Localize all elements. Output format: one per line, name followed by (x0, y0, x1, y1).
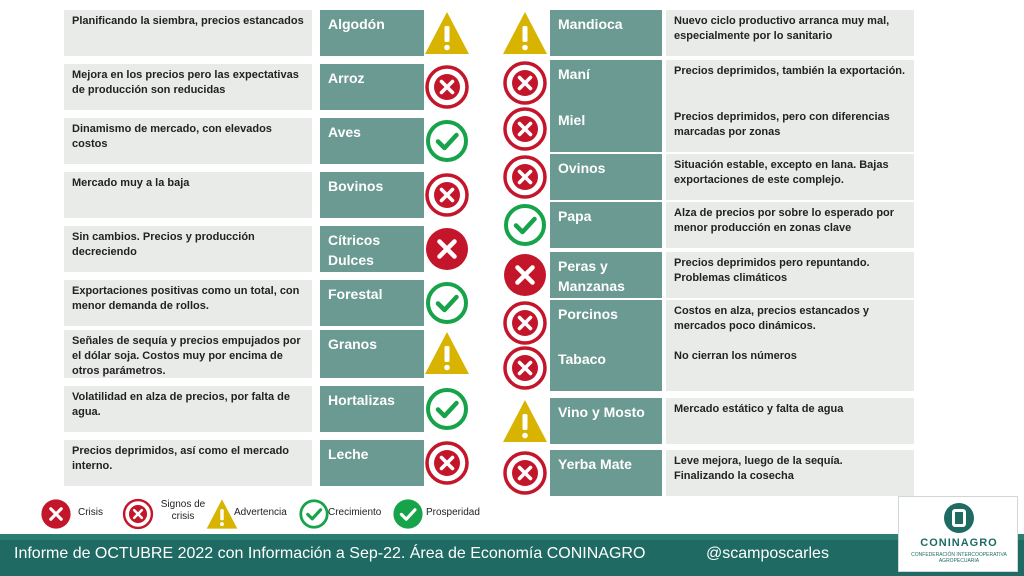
legend-label: Crisis (78, 507, 103, 518)
row-sector-name: Granos (320, 330, 424, 378)
logo-name: CONINAGRO (920, 537, 998, 549)
footer-accent-line (0, 534, 1024, 540)
row-sector-name: Papa (550, 202, 662, 248)
crisis-icon (502, 252, 548, 298)
row-sector-name: Miel (550, 106, 662, 152)
row-sector-name: Porcinos (550, 300, 662, 346)
row-description: Leve mejora, luego de la sequía. Finaliz… (666, 450, 914, 496)
growth-icon (424, 118, 470, 164)
crisis-signs-icon (502, 154, 548, 200)
footer-report-text: Informe de OCTUBRE 2022 con Información … (14, 545, 646, 562)
row-description: Alza de precios por sobre lo esperado po… (666, 202, 914, 248)
row-description: Situación estable, excepto en lana. Baja… (666, 154, 914, 200)
prosperity-icon (392, 497, 424, 529)
crisis-signs-icon (424, 64, 470, 110)
growth-icon (298, 497, 330, 529)
row-description: Planificando la siembra, precios estanca… (64, 10, 312, 56)
row-description: Nuevo ciclo productivo arranca muy mal, … (666, 10, 914, 56)
row-description: Dinamismo de mercado, con elevados costo… (64, 118, 312, 164)
logo-subtitle: CONFEDERACIÓN INTERCOOPERATIVA AGROPECUA… (911, 552, 1007, 564)
row-description: Precios deprimidos, así como el mercado … (64, 440, 312, 486)
row-description: Precios deprimidos pero repuntando. Prob… (666, 252, 914, 298)
crisis-icon (424, 226, 470, 272)
row-sector-name: Peras y Manzanas (550, 252, 662, 298)
row-sector-name: Aves (320, 118, 424, 164)
legend-label: Signos de crisis (160, 499, 206, 522)
warning-icon (502, 10, 548, 56)
row-sector-name: Arroz (320, 64, 424, 110)
growth-icon (424, 280, 470, 326)
row-sector-name: Leche (320, 440, 424, 486)
legend-item-crisis: Crisis (40, 496, 120, 530)
row-description: Mejora en los precios pero las expectati… (64, 64, 312, 110)
row-sector-name: Forestal (320, 280, 424, 326)
coninagro-logo: CONINAGRO CONFEDERACIÓN INTERCOOPERATIVA… (898, 496, 1018, 572)
warning-icon (502, 398, 548, 444)
crisis-signs-icon (502, 60, 548, 106)
row-description: Mercado muy a la baja (64, 172, 312, 218)
row-description: Mercado estático y falta de agua (666, 398, 914, 444)
crisis-signs-icon (122, 497, 154, 530)
legend-label: Advertencia (234, 507, 287, 518)
growth-icon (424, 386, 470, 432)
row-description: Precios deprimidos, también la exportaci… (666, 60, 914, 106)
warning-icon (424, 330, 470, 376)
growth-icon (502, 202, 548, 248)
row-sector-name: Ovinos (550, 154, 662, 200)
logo-mark-icon (944, 503, 974, 533)
crisis-signs-icon (502, 345, 548, 391)
row-sector-name: Hortalizas (320, 386, 424, 432)
legend-item-prosperity: Prosperidad (392, 496, 502, 530)
footer-bar (0, 534, 1024, 576)
warning-icon (424, 10, 470, 56)
row-description: Sin cambios. Precios y producción decrec… (64, 226, 312, 272)
crisis-signs-icon (502, 300, 548, 346)
legend-item-warning: Advertencia (206, 496, 316, 530)
row-sector-name: Algodón (320, 10, 424, 56)
row-description: Costos en alza, precios estancados y mer… (666, 300, 914, 346)
footer-handle: @scamposcarles (706, 545, 829, 562)
legend-label: Prosperidad (426, 507, 480, 518)
row-sector-name: Cítricos Dulces (320, 226, 424, 272)
crisis-signs-icon (424, 440, 470, 486)
legend-item-growth: Crecimiento (298, 496, 398, 530)
crisis-icon (40, 497, 72, 529)
row-sector-name: Mandioca (550, 10, 662, 56)
row-description: Señales de sequía y precios empujados po… (64, 330, 312, 378)
row-sector-name: Bovinos (320, 172, 424, 218)
row-sector-name: Yerba Mate (550, 450, 662, 496)
legend: Crisis Signos de crisis Advertencia Crec… (40, 496, 540, 530)
row-description: No cierran los números (666, 345, 914, 391)
row-sector-name: Vino y Mosto (550, 398, 662, 444)
row-sector-name: Maní (550, 60, 662, 106)
legend-item-crisis-signs: Signos de crisis (122, 496, 212, 530)
row-description: Volatilidad en alza de precios, por falt… (64, 386, 312, 432)
crisis-signs-icon (424, 172, 470, 218)
crisis-signs-icon (502, 450, 548, 496)
row-description: Exportaciones positivas como un total, c… (64, 280, 312, 326)
legend-label: Crecimiento (328, 507, 382, 518)
row-description: Precios deprimidos, pero con diferencias… (666, 106, 914, 152)
warning-icon (206, 497, 238, 529)
row-sector-name: Tabaco (550, 345, 662, 391)
crisis-signs-icon (502, 106, 548, 152)
